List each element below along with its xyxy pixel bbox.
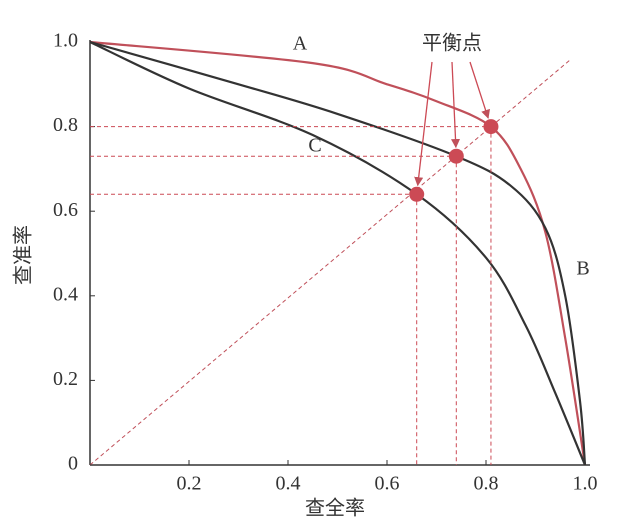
x-tick-label: 0.8 [474,473,499,495]
y-tick-label: 0.8 [53,114,78,136]
x-tick-label: 0.6 [375,473,400,495]
curve-label: B [576,258,589,280]
x-tick-label: 1.0 [573,473,598,495]
curve [89,40,587,466]
curve [89,40,587,466]
y-tick-label: 0.2 [53,368,78,390]
diagonal [89,59,571,466]
annotation-arrow [469,61,490,119]
y-tick-label: 0.4 [53,283,78,305]
y-tick-label: 0 [68,453,78,475]
x-axis-label: 查全率 [305,497,365,520]
x-tick-label: 0.4 [276,473,301,495]
y-tick-label: 0.6 [53,199,78,221]
annotation: 平衡点 [422,32,482,55]
annotation-arrow [414,61,433,187]
annotation-arrow [450,61,461,149]
break-even-point [448,148,464,164]
curve [89,41,587,466]
curve-label: A [293,33,308,55]
x-tick-label: 0.2 [177,473,202,495]
y-axis-label: 查准率 [12,225,35,285]
curve-label: C [308,135,321,157]
y-tick-label: 1.0 [53,30,78,52]
break-even-point [483,119,499,135]
break-even-point [409,186,425,202]
